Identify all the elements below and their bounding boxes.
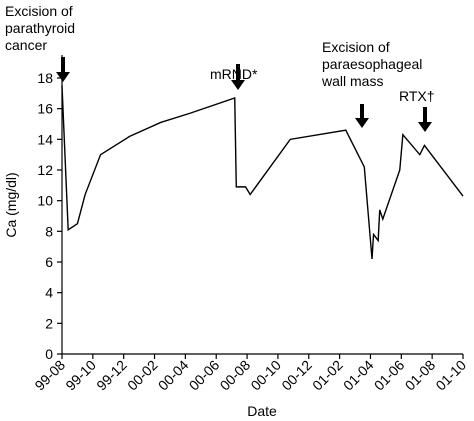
x-axis-label: Date — [247, 403, 277, 419]
x-tick-label: 99-08 — [31, 357, 68, 394]
y-tick-label: 4 — [45, 285, 53, 301]
y-tick-label: 10 — [37, 193, 53, 209]
y-tick-label: 16 — [37, 101, 53, 117]
y-axis-label: Ca (mg/dl) — [3, 172, 19, 237]
annotation-text: Excision of — [322, 39, 390, 55]
x-tick-label: 01-04 — [340, 357, 377, 394]
data-line — [61, 85, 464, 259]
y-tick-label: 14 — [37, 131, 53, 147]
x-tick-label: 01-02 — [309, 357, 346, 394]
y-tick-label: 8 — [45, 223, 53, 239]
annotation-arrowhead — [355, 118, 369, 128]
annotation-text: parathyroid — [5, 20, 75, 36]
annotation-text: cancer — [5, 37, 47, 53]
annotation-text: mRND* — [210, 66, 258, 82]
x-tick-label: 01-08 — [402, 357, 439, 394]
x-tick-label: 00-02 — [124, 357, 161, 394]
annotation-text: Excision of — [5, 3, 73, 19]
x-tick-label: 01-06 — [371, 357, 408, 394]
annotation-arrowhead — [231, 80, 245, 90]
x-tick-label: 99-12 — [93, 357, 130, 394]
annotation-arrowhead — [56, 72, 70, 82]
y-tick-label: 0 — [45, 346, 53, 362]
annotation-text: paraesophageal — [322, 56, 422, 72]
y-tick-label: 6 — [45, 254, 53, 270]
x-tick-label: 99-10 — [62, 357, 99, 394]
x-tick-label: 01-10 — [432, 357, 469, 394]
x-tick-label: 00-10 — [247, 357, 284, 394]
x-tick-label: 00-12 — [278, 357, 315, 394]
annotation-text: wall mass — [321, 73, 383, 89]
x-tick-label: 00-08 — [217, 357, 254, 394]
y-tick-label: 18 — [37, 70, 53, 86]
x-tick-label: 00-04 — [155, 357, 192, 394]
x-tick-label: 00-06 — [186, 357, 223, 394]
annotation-text: RTX† — [399, 88, 435, 104]
annotation-arrowhead — [418, 122, 432, 132]
y-tick-label: 12 — [37, 162, 53, 178]
y-tick-label: 2 — [45, 315, 53, 331]
